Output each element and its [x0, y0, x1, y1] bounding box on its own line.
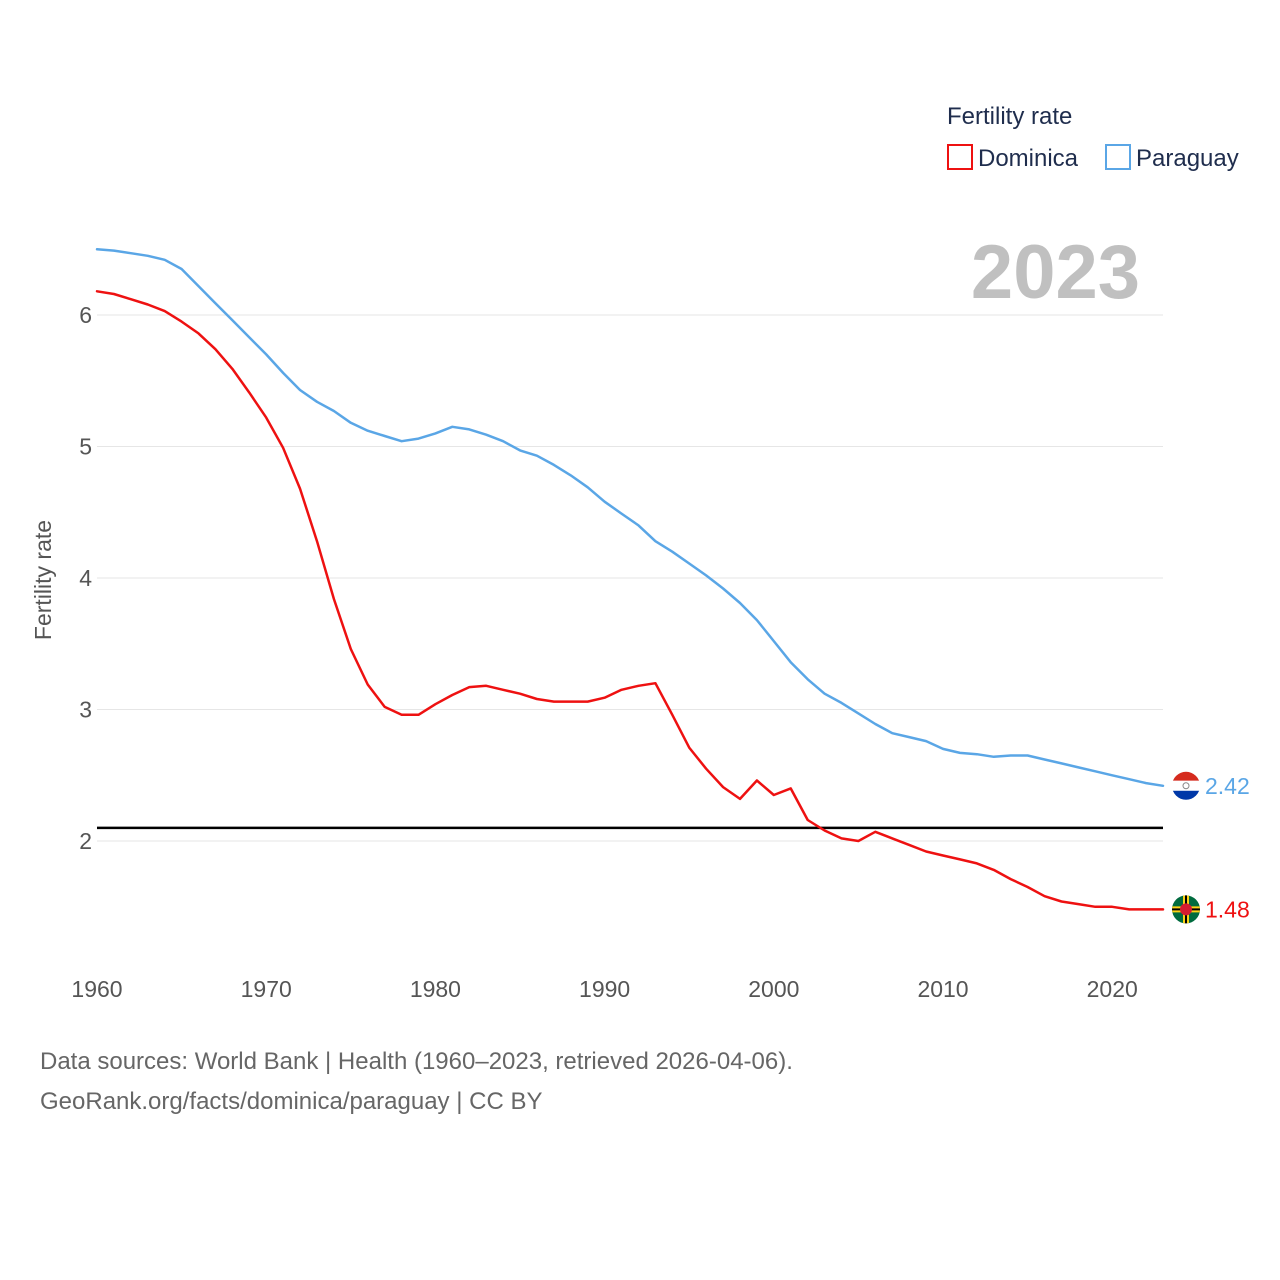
x-tick-label-1970: 1970 [241, 976, 292, 1002]
legend-label-paraguay: Paraguay [1136, 145, 1239, 172]
y-tick-label-6: 6 [79, 302, 92, 328]
flag-stripe-red [1172, 771, 1200, 781]
y-axis-ticks: 2 3 4 5 6 [79, 302, 92, 854]
x-tick-label-2010: 2010 [917, 976, 968, 1002]
x-tick-label-1990: 1990 [579, 976, 630, 1002]
y-axis-title: Fertility rate [30, 520, 56, 640]
year-label: 2023 [971, 230, 1140, 315]
legend-item-paraguay[interactable]: Paraguay [1105, 144, 1239, 172]
flag-stripe-blue [1172, 790, 1200, 800]
footer-attribution[interactable]: GeoRank.org/facts/dominica/paraguay | CC… [40, 1088, 543, 1115]
footer-sources: Data sources: World Bank | Health (1960–… [40, 1048, 793, 1075]
end-markers: 1.48 2.42 [1172, 771, 1250, 924]
legend-item-dominica[interactable]: Dominica [947, 144, 1079, 172]
y-tick-label-2: 2 [79, 828, 92, 854]
footer: Data sources: World Bank | Health (1960–… [40, 1042, 793, 1122]
flag-stripe-white [1172, 780, 1200, 791]
x-tick-label-1980: 1980 [410, 976, 461, 1002]
x-tick-label-2000: 2000 [748, 976, 799, 1002]
end-value-label-paraguay: 2.42 [1205, 773, 1250, 799]
y-tick-label-3: 3 [79, 697, 92, 723]
dominica-flag-icon [1172, 895, 1200, 924]
legend: Fertility rate Dominica Paraguay [947, 103, 1239, 172]
flag-disc-red [1180, 903, 1192, 916]
flag-emblem [1182, 782, 1190, 790]
series-line-dominica [95, 290, 1165, 911]
legend-swatch-paraguay [1105, 144, 1131, 170]
x-axis-ticks: 1960 1970 1980 1990 2000 2010 2020 [71, 976, 1137, 1002]
legend-title: Fertility rate [947, 103, 1072, 130]
flag-marker-paraguay [1172, 771, 1200, 800]
paraguay-flag-icon [1172, 771, 1200, 800]
x-tick-label-1960: 1960 [71, 976, 122, 1002]
end-value-label-dominica: 1.48 [1205, 896, 1250, 922]
x-tick-label-2020: 2020 [1087, 976, 1138, 1002]
legend-swatch-dominica [947, 144, 973, 170]
flag-marker-dominica [1172, 895, 1200, 924]
y-tick-label-5: 5 [79, 434, 92, 460]
series-line-paraguay [95, 248, 1165, 788]
legend-label-dominica: Dominica [978, 145, 1079, 172]
y-tick-label-4: 4 [79, 565, 92, 591]
gridlines [97, 314, 1163, 842]
series-lines [95, 248, 1165, 911]
